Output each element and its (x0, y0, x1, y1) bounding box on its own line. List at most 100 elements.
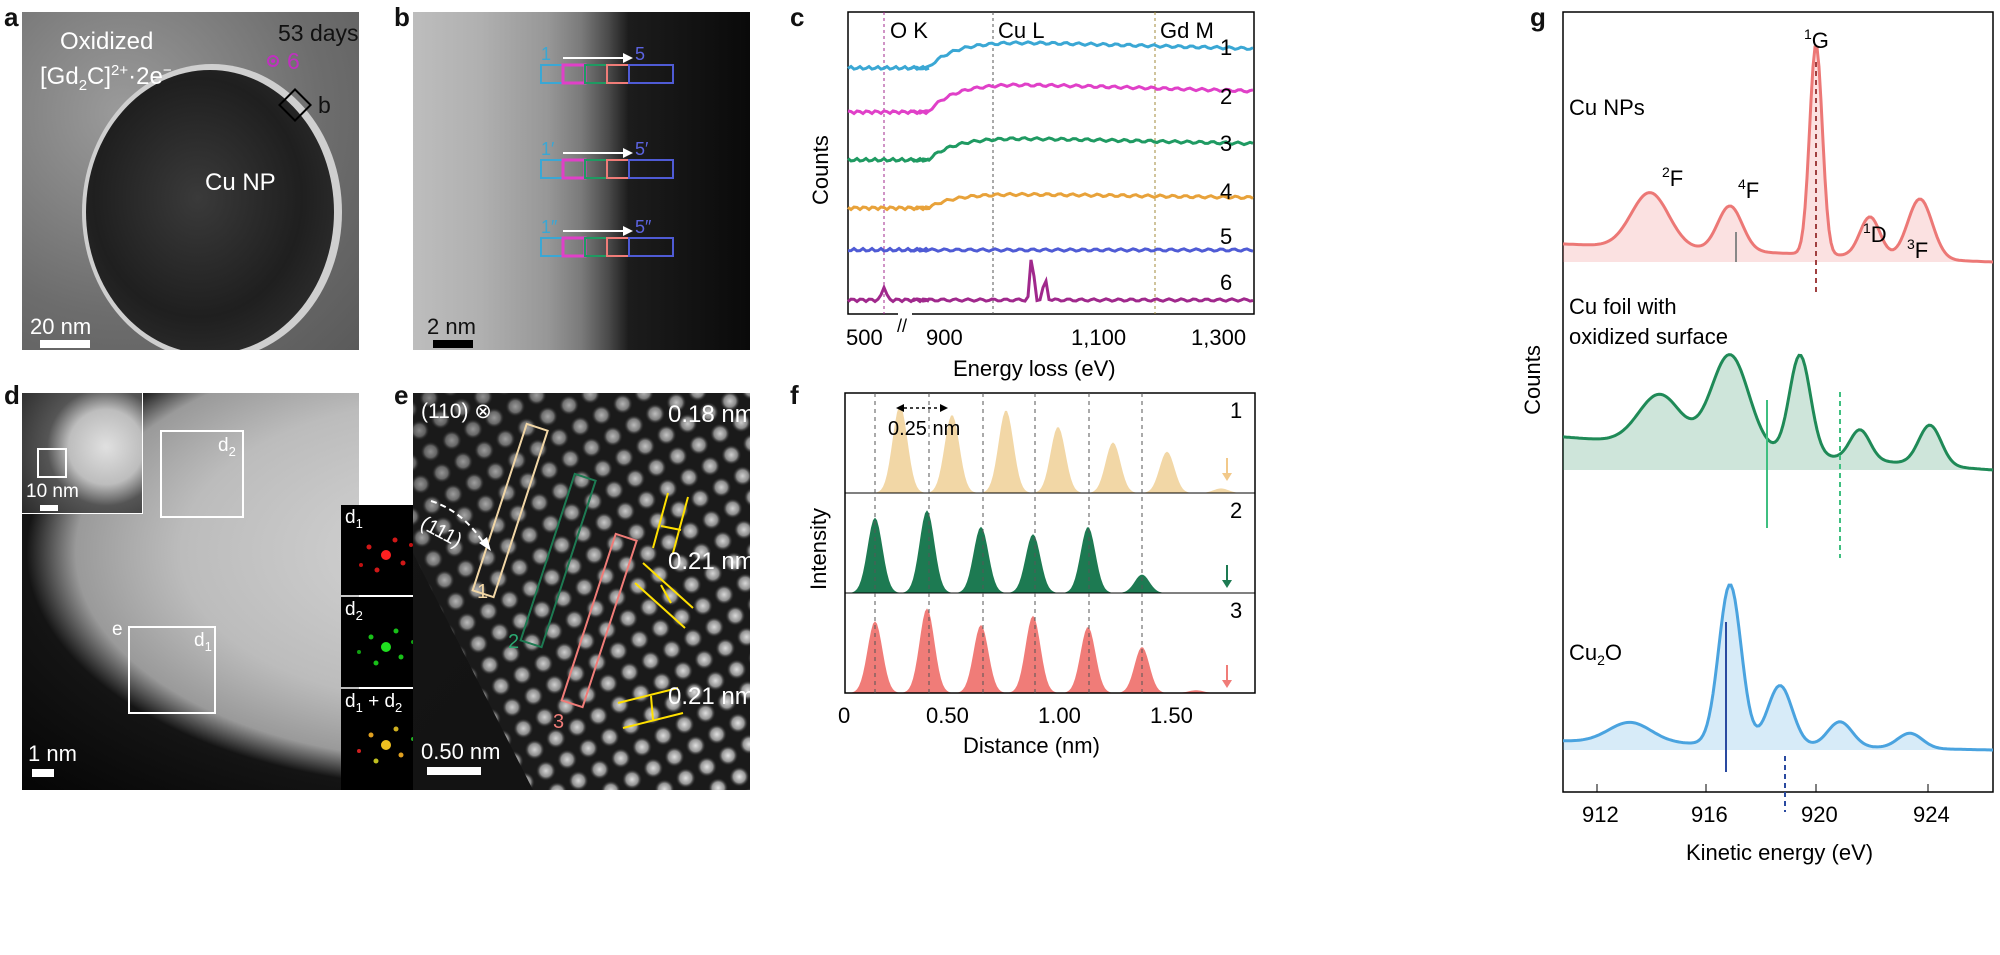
panel-f-xtick-100: 1.00 (1038, 703, 1081, 728)
panel-d-scale-bar (32, 769, 54, 777)
panel-c-trace-3-high (907, 136, 1254, 163)
panel-a-letter: a (4, 2, 19, 32)
panel-g-peak-1g: 1G (1804, 26, 1829, 53)
panel-f-xlabel: Distance (nm) (963, 733, 1100, 758)
panel-b-row1-end: 5 (635, 44, 646, 64)
panel-f-ylabel: Intensity (806, 508, 831, 590)
panel-g-peak-3f: 3F (1907, 236, 1928, 263)
panel-a-tem-image: Oxidized [Gd2C]2+·2e− 53 days 6 b Cu NP … (22, 12, 359, 350)
panel-g-spectrum-2 (1562, 353, 1994, 472)
panel-b-row1-start: 1 (541, 44, 552, 64)
panel-b-row2-start: 1′ (541, 139, 555, 159)
panel-a-spot-label: 6 (287, 48, 300, 74)
panel-c-xlabel: Energy loss (eV) (953, 356, 1116, 381)
panel-e-spacing-3: 0.21 nm (668, 683, 750, 710)
panel-c-spectrum-label-1: 1 (1220, 35, 1232, 60)
panel-c-spectrum-label-5: 5 (1220, 224, 1232, 249)
panel-b-row3-start: 1″ (541, 217, 558, 237)
panel-c-chart: O K Cu L Gd M 1 2 3 4 5 6 // 500 900 1,1… (808, 11, 1255, 381)
panel-g-envelope-3 (1563, 585, 1993, 750)
panel-f-spacing-label: 0.25 nm (888, 418, 960, 440)
panel-g-sample-cu2o: Cu2O (1569, 640, 1622, 668)
panel-c-edge-label-cu: Cu L (998, 18, 1044, 43)
panel-b-row2-end: 5′ (635, 139, 649, 159)
panel-g-xtick-912: 912 (1582, 802, 1619, 827)
panel-c-spectrum-label-4: 4 (1220, 179, 1232, 204)
panel-a-days: 53 days (278, 20, 359, 46)
panel-b-row-3 (540, 226, 674, 258)
panel-d-fft-d1-label: d1 (345, 507, 363, 531)
panel-e-column-2 (519, 472, 597, 649)
panel-c-edge-label-o: O K (890, 18, 928, 43)
panel-g-xtick-924: 924 (1913, 802, 1950, 827)
panel-d-inset-box (37, 448, 67, 478)
panel-f-xtick-150: 1.50 (1150, 703, 1193, 728)
panel-e-overlay (413, 393, 750, 790)
panel-c-ylabel: Counts (808, 135, 833, 205)
panel-d-haadf-image: 10 nm d2 d1 e 1 nm (22, 393, 359, 790)
panel-g-sample-cunps: Cu NPs (1569, 95, 1645, 120)
panel-c-axis-break: // (897, 316, 907, 336)
panel-d-inset: 10 nm (22, 393, 143, 514)
panel-f-xtick-0: 0 (838, 703, 850, 728)
panel-g-spectrum-3 (1563, 583, 1993, 752)
panel-e-scale-label: 0.50 nm (421, 739, 501, 764)
panel-c-trace-6-high (907, 259, 1254, 303)
panel-e-column-label-3: 3 (553, 711, 565, 733)
panel-f-xtick-050: 0.50 (926, 703, 969, 728)
panel-g-envelope-1 (1563, 47, 1993, 262)
panel-g-xtick-916: 916 (1691, 802, 1728, 827)
panel-f-guides (874, 393, 1143, 693)
panel-c-spectra (847, 40, 1254, 304)
panel-g-peak-1d: 1D (1863, 220, 1887, 247)
panel-e-direction-arrow (430, 500, 486, 546)
panel-e-column-3 (560, 532, 638, 709)
panel-c-spectrum-label-2: 2 (1220, 84, 1232, 109)
panel-a-formula: [Gd2C]2+·2e− (40, 62, 172, 94)
panel-a-particle-label: Cu NP (205, 169, 276, 196)
panel-b-row3-end: 5″ (635, 217, 652, 237)
panel-b-row-1 (540, 53, 674, 85)
panel-d-scale-label: 1 nm (28, 741, 77, 766)
panel-g-chart: Cu NPs Cu foil with oxidized surface Cu2… (1520, 11, 1994, 865)
panel-g-sample-cufoil-1: Cu foil with (1569, 294, 1677, 319)
panel-c-xtick-1300: 1,300 (1191, 325, 1246, 350)
panel-c-spectrum-label-6: 6 (1220, 270, 1232, 295)
panel-a-scale-label: 20 nm (30, 314, 92, 339)
panel-a-spot-6 (267, 55, 279, 67)
panel-c-axis-gap (898, 300, 912, 320)
panel-d-box-d1-label: d1 (194, 630, 212, 654)
panel-e-column-label-2: 2 (508, 631, 520, 653)
panel-c-trace-5-high (907, 247, 1254, 253)
panel-a-particle (82, 55, 342, 350)
panel-f-chart: 0.25 nm 1 2 3 Intensity 0 0.50 1.00 1.50… (806, 392, 1256, 758)
panel-g-spectrum-1 (1562, 45, 1994, 264)
panel-c-xtick-500: 500 (846, 325, 883, 350)
panel-g-peak-2f: 2F (1662, 164, 1683, 191)
panel-d-fft-d2-label: d2 (345, 599, 363, 623)
panel-b-letter: b (394, 2, 410, 32)
panel-a-box-b (278, 88, 312, 122)
panel-e-spacing-1: 0.18 nm (668, 401, 750, 428)
panel-f-profile-label-1: 1 (1230, 398, 1242, 423)
panel-f-profile-2 (845, 510, 1255, 593)
panel-b-scale-label: 2 nm (427, 314, 476, 339)
panel-f-profile-label-2: 2 (1230, 498, 1242, 523)
panel-f-letter: f (790, 380, 799, 410)
panel-g-letter: g (1530, 2, 1546, 32)
panel-c-spectrum-label-3: 3 (1220, 131, 1232, 156)
panel-c-edge-label-gd: Gd M (1160, 18, 1214, 43)
panel-a-oxidized-label: Oxidized (60, 28, 154, 55)
panel-d-box-d2 (160, 430, 244, 518)
panel-f-frame (844, 392, 1256, 694)
panel-f-profile-3 (845, 608, 1255, 693)
panel-c-trace-2-high (907, 82, 1254, 115)
panel-c-trace-1-high (907, 40, 1254, 71)
panel-d-fft-sum-label: d1 + d2 (345, 691, 403, 715)
panel-d-inset-scale-bar (40, 505, 58, 511)
panel-e-letter: e (394, 380, 409, 410)
panel-f-profiles (845, 406, 1255, 693)
panel-d-box-e-label: e (112, 619, 123, 640)
panel-c-frame (847, 11, 1255, 315)
panel-b-haadf-image: 1 5 1′ 5′ 1″ 5″ 2 nm (413, 12, 750, 350)
